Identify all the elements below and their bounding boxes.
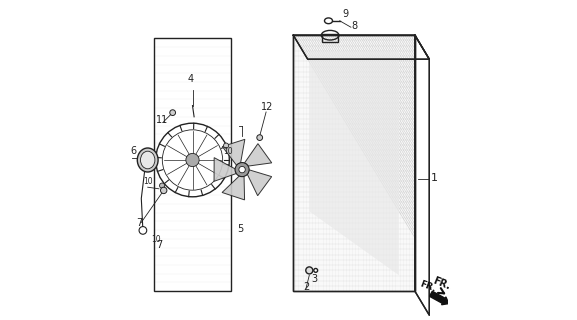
Text: FR.: FR. <box>431 276 451 292</box>
Circle shape <box>239 166 245 173</box>
Polygon shape <box>222 139 245 165</box>
Text: 10: 10 <box>143 177 152 186</box>
Text: 6: 6 <box>130 146 136 156</box>
Ellipse shape <box>141 151 155 169</box>
Bar <box>322 34 338 42</box>
Text: FR.: FR. <box>418 279 437 293</box>
Circle shape <box>139 227 147 234</box>
Ellipse shape <box>314 268 317 272</box>
Circle shape <box>235 163 249 177</box>
Polygon shape <box>309 51 399 275</box>
Bar <box>293 35 415 291</box>
Circle shape <box>170 110 175 116</box>
FancyArrow shape <box>429 291 449 305</box>
Text: 10: 10 <box>223 147 233 156</box>
Bar <box>293 35 415 291</box>
Text: 4: 4 <box>188 74 194 84</box>
Text: 10: 10 <box>151 235 160 244</box>
Text: 1: 1 <box>431 173 438 183</box>
Text: 7: 7 <box>156 240 162 250</box>
Ellipse shape <box>306 267 313 274</box>
Circle shape <box>186 153 199 167</box>
Text: 5: 5 <box>237 224 243 234</box>
Circle shape <box>257 135 263 140</box>
Bar <box>154 38 231 291</box>
Circle shape <box>156 123 229 197</box>
Text: 12: 12 <box>261 102 273 112</box>
Circle shape <box>223 143 228 148</box>
Text: 11: 11 <box>156 115 168 125</box>
Text: 7: 7 <box>137 218 143 228</box>
Circle shape <box>159 183 164 188</box>
Circle shape <box>160 187 167 194</box>
Text: 2: 2 <box>303 282 309 292</box>
Polygon shape <box>222 176 245 200</box>
Polygon shape <box>214 158 236 181</box>
Text: 3: 3 <box>311 274 317 284</box>
Polygon shape <box>248 170 272 196</box>
Ellipse shape <box>137 148 158 172</box>
Polygon shape <box>245 144 272 166</box>
Ellipse shape <box>324 18 332 24</box>
Text: 9: 9 <box>342 9 349 19</box>
Text: 8: 8 <box>352 21 358 31</box>
